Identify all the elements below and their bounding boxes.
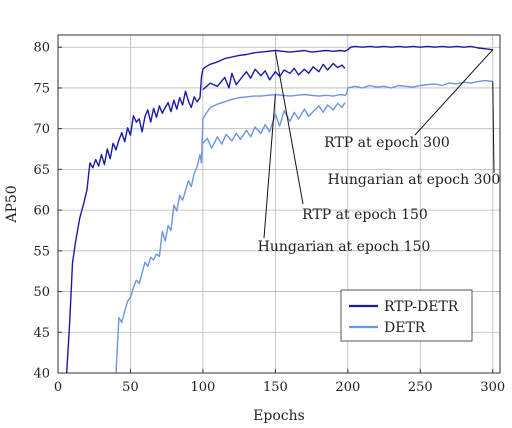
annotation-label: Hungarian at epoch 150 [258, 239, 431, 255]
y-tick-label: 40 [33, 367, 50, 382]
legend-box [340, 289, 473, 342]
series-lines [66, 45, 493, 374]
series-line-detr [202, 102, 346, 149]
legend-label: RTP-DETR [384, 299, 459, 315]
annotation-label: RTP at epoch 300 [324, 135, 450, 151]
y-tick-label: 75 [33, 81, 50, 96]
series-line-rtp-detr [202, 62, 346, 91]
x-axis-label: Epochs [253, 408, 305, 424]
annotation-label: Hungarian at epoch 300 [328, 172, 501, 188]
annotation-leader-line [263, 94, 276, 239]
x-tick-label: 250 [408, 380, 433, 395]
y-tick-label: 55 [33, 244, 50, 259]
y-tick-label: 80 [33, 41, 50, 56]
series-line-detr [115, 79, 493, 374]
y-tick-label: 50 [33, 285, 50, 300]
annotation-leader-line [414, 49, 494, 136]
x-tick-label: 150 [263, 380, 288, 395]
ticks: 0 50 100 150 200 250 300 40 45 50 55 60 65 70 75 80 [33, 41, 505, 395]
series-line-rtp-detr [66, 45, 493, 374]
y-tick-label: 45 [33, 326, 50, 341]
x-tick-label: 100 [191, 380, 216, 395]
x-tick-label: 300 [480, 380, 505, 395]
annotation-leader-line [274, 51, 304, 205]
annotations: RTP at epoch 300 Hungarian at epoch 300 RT… [258, 49, 501, 255]
y-tick-label: 60 [33, 204, 50, 219]
x-tick-label: 0 [54, 380, 62, 395]
x-tick-label: 50 [122, 380, 139, 395]
annotation-label: RTP at epoch 150 [302, 207, 428, 223]
grid [57, 35, 500, 374]
annotation-leader-line [492, 81, 495, 174]
legend-label: DETR [384, 320, 426, 336]
y-tick-label: 70 [33, 122, 50, 137]
y-tick-label: 65 [33, 163, 50, 178]
plot-frame [57, 34, 501, 374]
y-axis-label: AP50 [4, 185, 20, 223]
x-tick-label: 200 [335, 380, 360, 395]
legend: RTP-DETR DETR [340, 289, 473, 342]
